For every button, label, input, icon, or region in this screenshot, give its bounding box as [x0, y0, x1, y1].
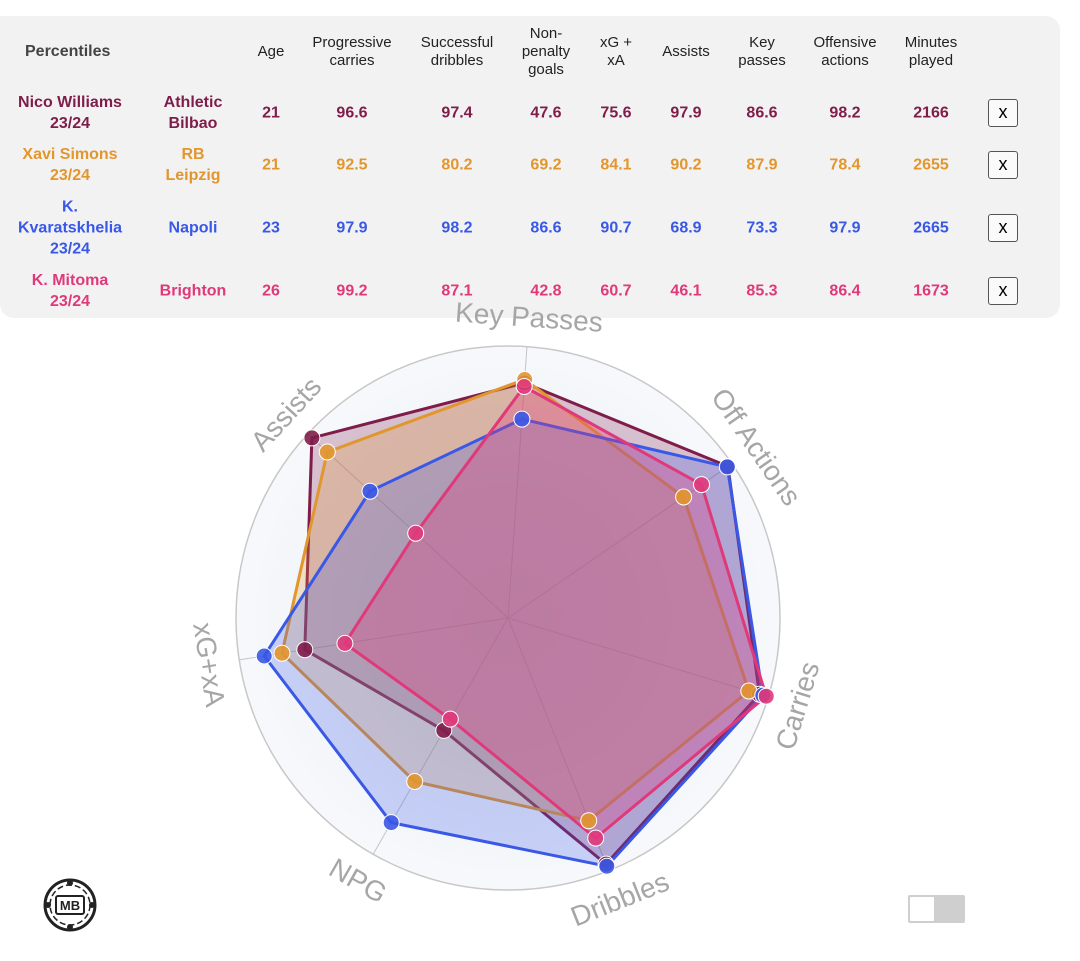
stat-cell: 47.6 [530, 104, 562, 122]
radar-axis-label: Key Passes [454, 297, 604, 338]
column-header: Progressive carries [312, 34, 392, 69]
stat-cell: 69.2 [530, 156, 562, 174]
radar-data-point [255, 647, 273, 665]
stat-cell: 98.2 [441, 219, 473, 237]
column-header: Key passes [738, 34, 786, 69]
stat-cell: 23 [262, 219, 280, 237]
radar-data-point [303, 429, 321, 447]
radar-spoke [307, 433, 509, 619]
table-corner-label: Percentiles [25, 43, 111, 60]
player-name: K. Kvaratskhelia 23/24 [17, 198, 123, 258]
radar-series-polygon [280, 378, 751, 823]
radar-data-point [675, 488, 693, 506]
stat-cell: 68.9 [670, 219, 702, 237]
stat-cell: 90.7 [600, 219, 632, 237]
radar-data-point [718, 458, 736, 476]
column-header: Non- penalty goals [521, 25, 571, 78]
radar-data-point [318, 443, 336, 461]
stat-cell: 2655 [913, 156, 949, 174]
column-header: xG + xA [599, 34, 633, 69]
stat-cell: 78.4 [829, 156, 861, 174]
team-name: Athletic Bilbao [163, 94, 223, 132]
stat-cell: 1673 [913, 282, 949, 300]
stat-cell: 86.6 [530, 219, 562, 237]
team-name: RB Leipzig [165, 146, 221, 184]
radar-data-point [740, 682, 758, 700]
player-name: Nico Williams 23/24 [18, 94, 122, 132]
stat-cell: 86.4 [829, 282, 861, 300]
radar-data-point [757, 687, 775, 705]
radar-series-group [255, 371, 775, 875]
stat-cell: 60.7 [600, 282, 632, 300]
radar-data-point [407, 524, 425, 542]
stat-cell: 99.2 [336, 282, 368, 300]
stat-cell: 21 [262, 156, 280, 174]
team-name: Brighton [159, 282, 227, 300]
radar-data-point [361, 482, 379, 500]
remove-player-button[interactable]: x [988, 277, 1018, 305]
player-name: Xavi Simons 23/24 [22, 146, 118, 184]
column-header: Age [257, 43, 285, 60]
radar-axis-label: xG+xA [187, 620, 231, 709]
radar-background [235, 345, 781, 891]
stat-cell: 87.1 [441, 282, 473, 300]
stat-cell: 73.3 [746, 219, 778, 237]
stat-cell: 97.9 [670, 104, 702, 122]
stat-cell: 98.2 [829, 104, 861, 122]
radar-data-point [513, 410, 531, 428]
radar-series-polygon [343, 385, 768, 840]
column-header: Offensive actions [813, 34, 877, 69]
radar-data-point [406, 773, 424, 790]
stat-cell: 21 [262, 104, 280, 122]
stat-cell: 86.6 [746, 104, 778, 122]
stat-cell: 42.8 [530, 282, 562, 300]
team-name: Napoli [168, 219, 218, 237]
remove-player-button[interactable]: x [988, 99, 1018, 127]
radar-spoke [507, 617, 769, 698]
radar-data-point [580, 812, 598, 830]
column-header: Successful dribbles [420, 34, 494, 69]
radar-data-point [296, 641, 314, 659]
stat-cell: 2665 [913, 219, 949, 237]
stat-cell: 80.2 [441, 156, 473, 174]
stat-cell: 75.6 [600, 104, 632, 122]
radar-data-point [273, 644, 291, 662]
stat-cell: 46.1 [670, 282, 702, 300]
view-toggle[interactable] [908, 895, 965, 923]
column-header: Minutes played [904, 34, 958, 69]
percentiles-table [0, 16, 1060, 318]
stat-cell: 96.6 [336, 104, 368, 122]
mb-logo-icon: MB [43, 878, 97, 932]
remove-player-button[interactable]: x [988, 214, 1018, 242]
radar-data-point [382, 814, 400, 832]
radar-data-point [693, 476, 710, 494]
column-header: Assists [662, 43, 710, 60]
radar-data-point [441, 710, 459, 728]
stat-cell: 2166 [913, 104, 949, 122]
stat-cell: 92.5 [336, 156, 368, 174]
stat-cell: 90.2 [670, 156, 702, 174]
radar-data-point [598, 857, 616, 875]
logo-text: MB [60, 898, 80, 913]
radar-data-point [587, 829, 605, 847]
radar-data-point [515, 378, 533, 395]
radar-series-polygon [262, 417, 765, 868]
stat-cell: 97.4 [441, 104, 473, 122]
stat-cell: 26 [262, 282, 280, 300]
stat-cell: 87.9 [746, 156, 778, 174]
stat-cell: 85.3 [746, 282, 778, 300]
stat-cell: 84.1 [600, 156, 632, 174]
toggle-knob[interactable] [910, 897, 934, 921]
radar-axis-label: Carries [770, 658, 826, 753]
player-name: K. Mitoma 23/24 [31, 272, 109, 310]
remove-player-button[interactable]: x [988, 151, 1018, 179]
radar-data-point [336, 634, 354, 652]
stat-cell: 97.9 [336, 219, 368, 237]
stat-cell: 97.9 [829, 219, 861, 237]
radar-axis-label: NPG [324, 852, 392, 909]
